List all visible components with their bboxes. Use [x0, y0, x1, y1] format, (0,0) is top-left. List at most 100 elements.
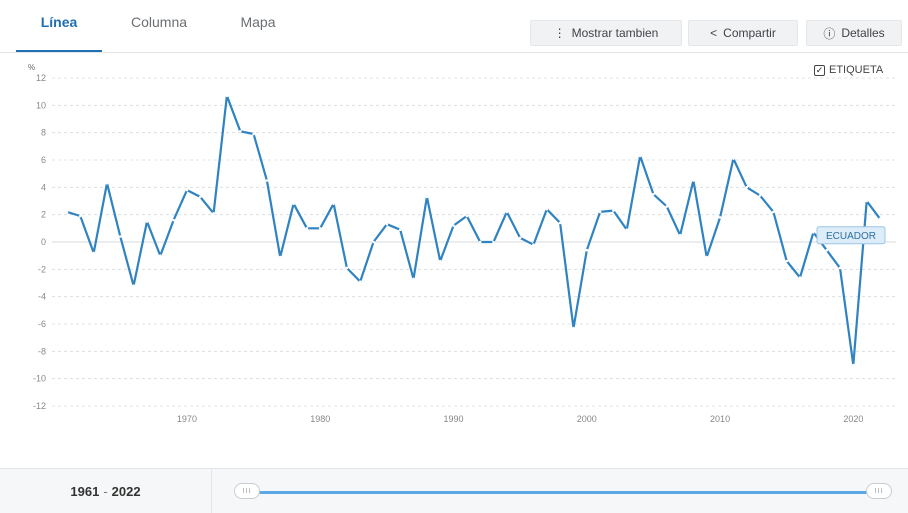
- range-slider-end-handle[interactable]: III: [866, 483, 892, 499]
- data-point: [865, 199, 868, 203]
- data-point: [758, 194, 762, 197]
- data-point: [678, 233, 682, 237]
- data-point: [79, 214, 82, 218]
- share-button[interactable]: < Compartir: [688, 20, 798, 46]
- show-also-label: Mostrar tambien: [571, 26, 659, 40]
- data-point: [452, 224, 455, 227]
- y-tick-label: 0: [41, 237, 46, 247]
- data-point: [625, 228, 629, 231]
- data-point: [852, 363, 855, 367]
- checkbox-checked-icon[interactable]: ✓: [814, 64, 825, 76]
- date-range-label: 1961 - 2022: [0, 469, 212, 513]
- chart-toolbar: Línea Columna Mapa ⋮ Mostrar tambien < C…: [0, 0, 908, 53]
- show-also-button[interactable]: ⋮ Mostrar tambien: [530, 20, 682, 46]
- data-point: [185, 188, 189, 192]
- data-point: [745, 186, 749, 189]
- data-point: [812, 231, 815, 234]
- x-tick-label: 1970: [177, 414, 197, 424]
- label-toggle[interactable]: ✓ ETIQUETA: [814, 62, 883, 78]
- data-point: [838, 266, 842, 270]
- data-point: [345, 266, 349, 270]
- data-point: [465, 214, 469, 218]
- data-point: [705, 255, 709, 259]
- data-point: [638, 154, 642, 158]
- range-start: 1961: [70, 483, 100, 499]
- data-point: [718, 216, 722, 219]
- data-point: [332, 202, 335, 206]
- data-point: [825, 248, 828, 252]
- data-point: [785, 259, 789, 263]
- data-point: [372, 240, 375, 244]
- details-button[interactable]: ⓘ Detalles: [806, 20, 902, 46]
- share-label: Compartir: [723, 26, 776, 40]
- data-point: [518, 236, 522, 240]
- data-point: [425, 195, 429, 199]
- y-tick-label: -2: [38, 264, 46, 274]
- share-icon: <: [710, 26, 718, 40]
- y-tick-label: -12: [33, 401, 46, 411]
- x-tick-label: 2010: [710, 414, 730, 424]
- data-point: [732, 157, 735, 160]
- tab-map[interactable]: Mapa: [240, 14, 276, 30]
- data-point: [65, 210, 69, 214]
- data-point: [772, 210, 775, 214]
- y-tick-label: 10: [36, 100, 46, 110]
- data-point: [692, 179, 695, 182]
- line-chart: %12 10 8 6 4 2 0 -2 -4 -6 -8 -10 -12 1970 1980 1990 2000…: [28, 63, 896, 424]
- tab-column[interactable]: Columna: [130, 14, 188, 30]
- data-point: [665, 205, 669, 208]
- data-point: [358, 280, 362, 283]
- details-label: Detalles: [841, 26, 885, 40]
- data-point: [412, 277, 415, 281]
- range-slider-start-handle[interactable]: III: [234, 483, 260, 499]
- data-point: [225, 94, 229, 98]
- range-slider-track[interactable]: [246, 491, 878, 494]
- data-point: [652, 192, 655, 196]
- data-point: [92, 251, 95, 255]
- range-end: 2022: [111, 483, 141, 499]
- y-tick-label: 4: [41, 182, 46, 192]
- y-tick-label: -8: [38, 346, 46, 356]
- data-point: [318, 227, 322, 230]
- data-point: [212, 212, 215, 215]
- data-point: [585, 248, 589, 252]
- y-tick-label: 8: [41, 128, 46, 138]
- data-point: [438, 259, 442, 263]
- data-point: [398, 228, 402, 231]
- info-icon: ⓘ: [823, 26, 836, 41]
- x-tick-label: 2000: [577, 414, 597, 424]
- y-tick-label: 2: [41, 210, 46, 220]
- data-point: [478, 240, 482, 244]
- data-point: [305, 227, 309, 230]
- data-point: [878, 217, 882, 221]
- data-point: [238, 130, 242, 133]
- data-point: [252, 132, 255, 136]
- data-point: [172, 218, 175, 222]
- range-separator: -: [103, 483, 108, 499]
- data-point: [612, 209, 615, 212]
- x-tick-label: 1990: [443, 414, 463, 424]
- data-point: [158, 254, 162, 257]
- range-footer: 1961 - 2022 III III: [0, 468, 908, 513]
- tab-line[interactable]: Línea: [16, 14, 102, 52]
- data-point: [278, 255, 282, 259]
- data-point: [572, 326, 575, 330]
- data-point: [598, 210, 602, 214]
- data-point: [385, 222, 389, 226]
- data-point: [505, 210, 509, 214]
- y-axis-unit: %: [28, 63, 35, 72]
- vertical-dots-icon: ⋮: [553, 26, 566, 40]
- data-point: [532, 243, 535, 247]
- series-label-box: [816, 226, 886, 245]
- label-toggle-text: ETIQUETA: [829, 64, 884, 76]
- x-tick-label: 2020: [843, 414, 863, 424]
- data-point: [798, 276, 802, 279]
- data-point: [105, 181, 109, 185]
- data-point: [545, 207, 549, 211]
- data-point: [492, 240, 495, 244]
- y-tick-label: -10: [33, 374, 46, 384]
- data-point: [198, 195, 202, 199]
- data-point: [132, 284, 135, 288]
- data-point: [558, 221, 562, 225]
- data-point: [292, 202, 295, 206]
